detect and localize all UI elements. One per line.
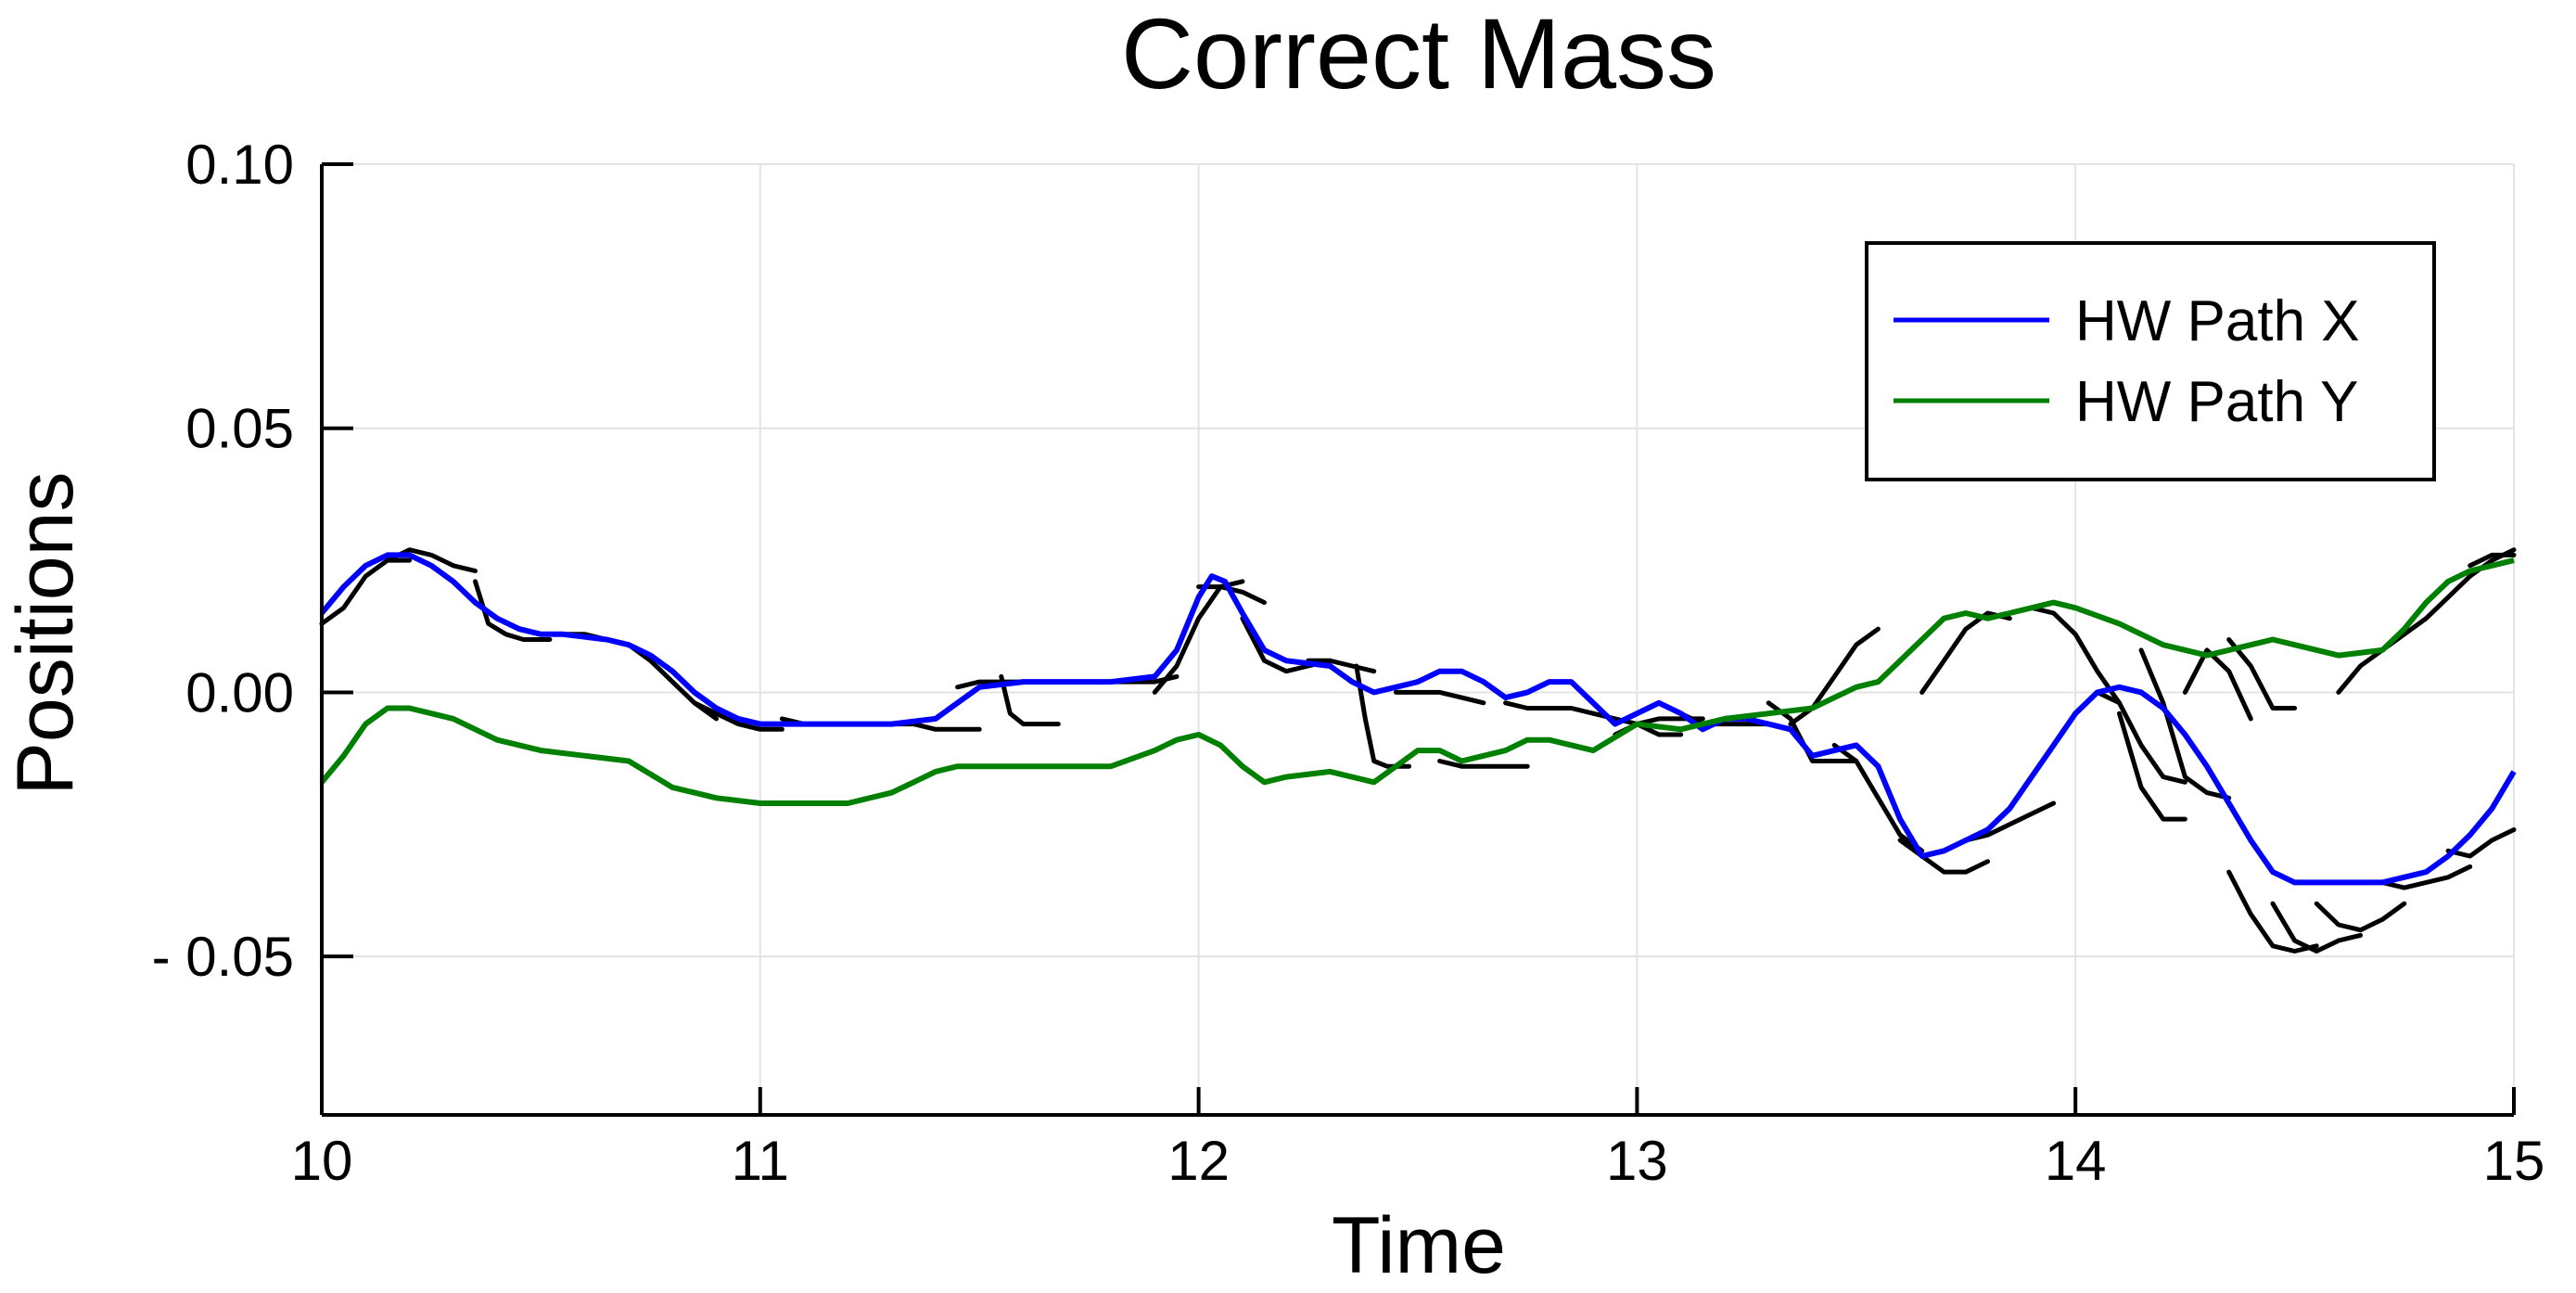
legend-box [1865,241,2436,481]
x-tick-label: 14 [2045,1130,2107,1192]
y-tick-label: 0.00 [185,661,294,723]
prediction-segment-31 [2138,647,2232,800]
prediction-segment-27 [1963,800,2057,843]
prediction-segment-21 [1678,711,1771,727]
prediction-segment-40 [2445,827,2517,859]
y-tick-label: - 0.05 [152,926,294,988]
legend-label-hw-path-y: HW Path Y [2075,370,2359,434]
prediction-segment-14 [1306,658,1377,674]
prediction-segment-28 [2029,605,2122,706]
series-lines [319,552,2517,886]
prediction-segment-24 [1831,742,1925,853]
y-tick-label: 0.05 [185,398,294,460]
x-tick-label: 15 [2483,1130,2545,1192]
prediction-segment-23 [1788,626,1881,727]
series-line-hw-path-y [319,557,2515,806]
tick-labels: 10 11 12 13 14 15 0.10 0.05 0.00 - 0.05 [152,134,2545,1192]
axes [320,162,2516,1117]
prediction-segment-32 [2182,647,2253,722]
legend-label-hw-path-x: HW Path X [2075,289,2360,353]
prediction-segment-34 [2226,869,2319,954]
prediction-segment-30 [2117,711,2187,822]
prediction-segment-39 [2423,547,2517,621]
prediction-segment-36 [2314,901,2407,933]
y-tick-label: 0.10 [185,134,294,196]
prediction-segment-0 [319,557,413,626]
prediction-segment-33 [2226,637,2298,711]
prediction-segment-5 [692,700,784,732]
prediction-segment-25 [1897,838,1991,875]
x-tick-label: 11 [732,1130,789,1192]
prediction-segment-17 [1437,759,1530,769]
prediction-segment-38 [2379,864,2473,890]
prediction-segment-15 [1354,663,1411,769]
prediction-segment-29 [2095,689,2187,785]
x-tick-label: 10 [291,1130,353,1192]
y-axis-label: Positions [1,472,90,796]
legend: HW Path X HW Path Y [1865,241,2436,481]
prediction-segment-35 [2270,901,2363,954]
x-axis-label: Time [1332,1201,1506,1288]
prediction-segment-18 [1503,700,1596,716]
x-tick-label: 12 [1167,1130,1230,1192]
prediction-segment-41 [2468,552,2517,569]
prediction-segment-16 [1393,689,1486,706]
prediction-segment-9 [999,673,1061,727]
chart-title: Correct Mass [1121,0,1716,109]
series-line-hw-path-x [319,552,2517,886]
x-tick-label: 13 [1606,1130,1668,1192]
